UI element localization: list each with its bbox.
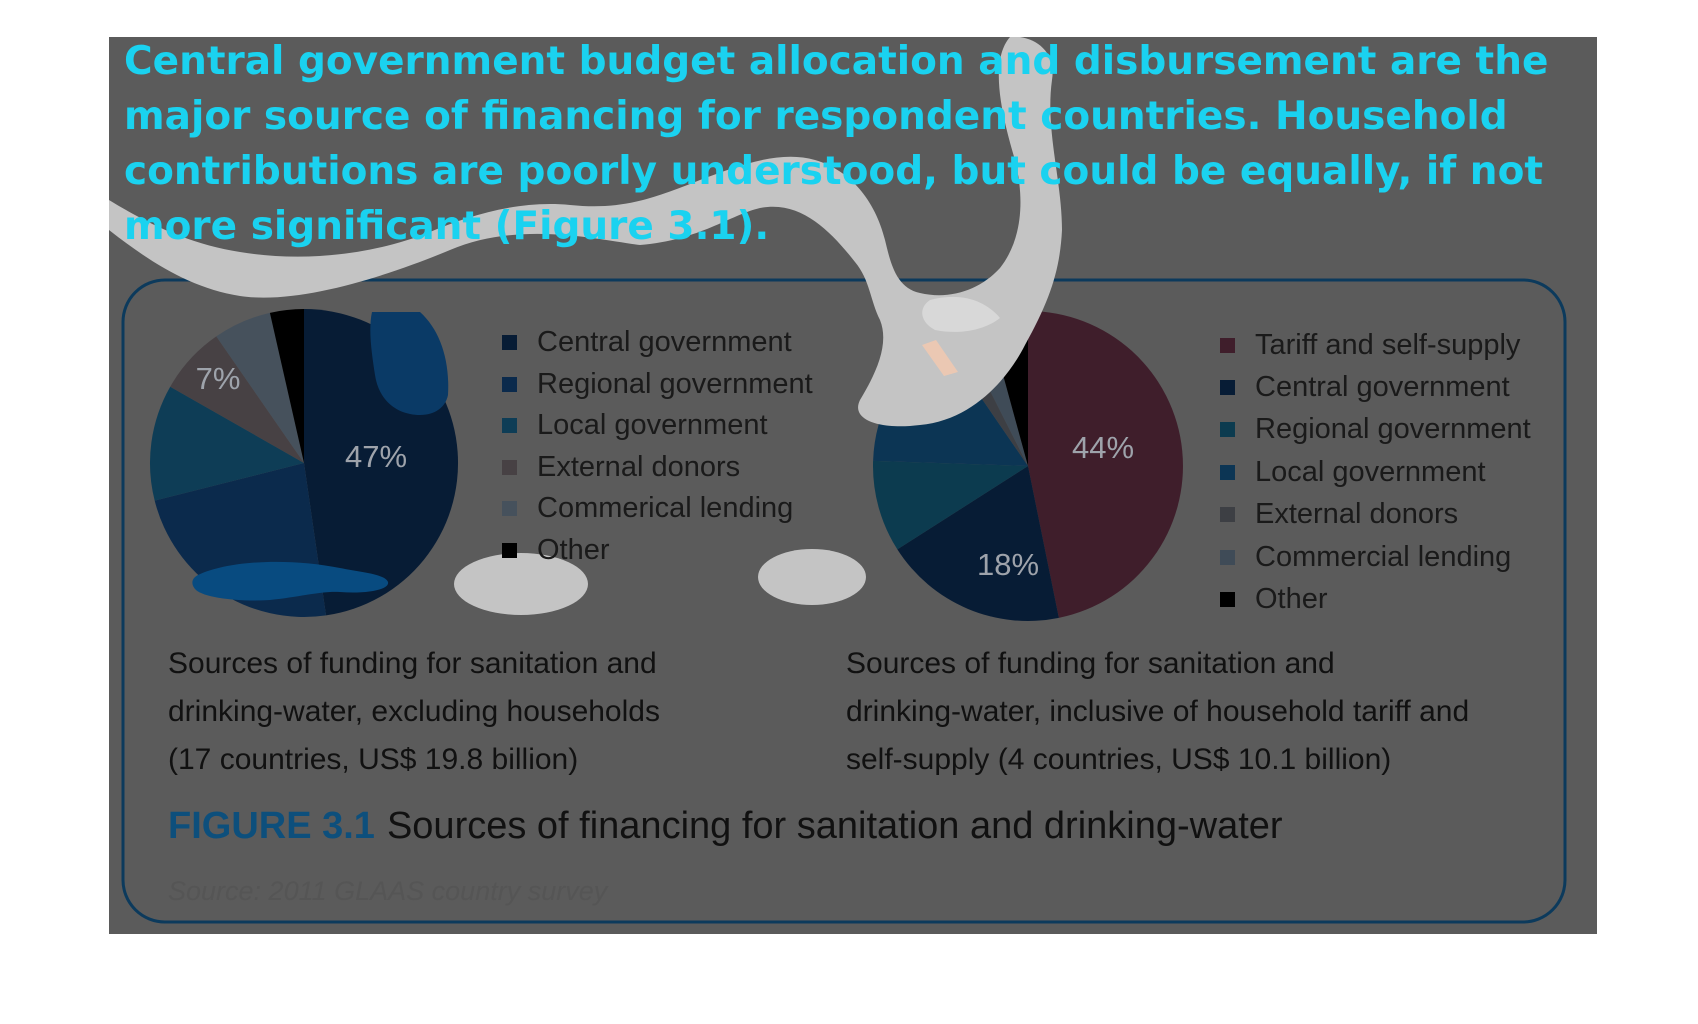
figure-frame [121, 278, 1567, 924]
white-smear-shape [109, 37, 1062, 427]
legend-item-other: Other [1220, 578, 1531, 620]
legend-swatch [502, 459, 517, 475]
legend-label: External donors [1255, 498, 1459, 531]
legend-swatch [502, 376, 517, 392]
data-label-central-government: 18% [977, 547, 1039, 582]
caption-right-line-3: self-supply (4 countries, US$ 10.1 billi… [846, 743, 1392, 776]
legend-item-local-government: Local government [502, 405, 813, 447]
legend-label: Local government [537, 409, 768, 442]
figure-caption: FIGURE 3.1 Sources of financing for sanit… [168, 805, 1283, 848]
legend-swatch [1220, 592, 1235, 608]
pie-slice-commerical-lending [216, 312, 304, 463]
grey-oval-right [758, 549, 866, 605]
caption-right-line-2: drinking-water, inclusive of household t… [846, 695, 1470, 728]
legend-label: Other [537, 533, 610, 566]
legend-swatch [502, 335, 517, 351]
source-note: Source: 2011 GLAAS country survey [168, 876, 608, 906]
pie-slice-other [269, 309, 304, 463]
caption-left-line-2: drinking-water, excluding households [168, 695, 660, 728]
legend-label: Local government [1255, 455, 1486, 488]
figure-number: FIGURE 3.1 [168, 805, 375, 847]
legend-swatch [502, 418, 517, 434]
pie-slice-local-government [149, 386, 304, 501]
blue-blob-top [370, 312, 449, 416]
figure-title: Sources of financing for sanitation and … [386, 805, 1283, 847]
caption-left-line-1: Sources of funding for sanitation and [168, 647, 657, 680]
legend-item-central-government: Central government [1220, 366, 1531, 408]
legend-label: Other [1255, 583, 1328, 616]
legend-swatch [1220, 507, 1235, 523]
caption-left-line-3: (17 countries, US$ 19.8 billion) [168, 743, 579, 776]
pie-slice-central-government [897, 466, 1059, 621]
legend-label: Tariff and self-supply [1255, 328, 1521, 361]
legend-label: Regional government [1255, 413, 1531, 446]
legend-right: Tariff and self-supply Central government… [1220, 324, 1531, 621]
legend-item-local-government: Local government [1220, 451, 1531, 493]
pie-slice-tariff-and-self-supply [1028, 311, 1183, 618]
legend-swatch [1220, 549, 1235, 565]
peach-sliver [922, 340, 958, 376]
legend-label: Commercial lending [1255, 540, 1512, 573]
legend-item-central-government: Central government [502, 322, 813, 364]
grey-oval-left [454, 553, 588, 615]
legend-label: Central government [537, 326, 792, 359]
caption-right-line-1: Sources of funding for sanitation and [846, 647, 1335, 680]
caption-right: Sources of funding for sanitation and dr… [846, 640, 1469, 784]
legend-item-regional-government: Regional government [502, 364, 813, 406]
white-smear-inner [922, 296, 1000, 332]
legend-item-commerical-lending: Commerical lending [502, 488, 813, 530]
legend-swatch [502, 542, 517, 558]
pie-slice-regional-government [873, 460, 1028, 550]
legend-swatch [1220, 337, 1235, 353]
legend-item-tariff-and-self-supply: Tariff and self-supply [1220, 324, 1531, 366]
legend-label: Central government [1255, 371, 1510, 404]
legend-item-external-donors: External donors [502, 447, 813, 489]
data-label-central-government: 47% [345, 439, 407, 474]
legend-swatch [1220, 422, 1235, 438]
legend-swatch [502, 501, 517, 517]
legend-item-commercial-lending: Commercial lending [1220, 536, 1531, 578]
data-label-tariff-and-self-supply: 44% [1072, 430, 1134, 465]
caption-left: Sources of funding for sanitation and dr… [168, 640, 660, 784]
legend-left: Central government Regional government Loc… [502, 322, 813, 571]
legend-swatch [1220, 464, 1235, 480]
legend-item-regional-government: Regional government [1220, 409, 1531, 451]
legend-label: External donors [537, 450, 741, 483]
blue-blob-left [192, 561, 389, 601]
legend-item-other: Other [502, 530, 813, 572]
legend-item-external-donors: External donors [1220, 494, 1531, 536]
legend-label: Regional government [537, 367, 813, 400]
legend-label: Commerical lending [537, 492, 794, 525]
data-label-external-donors: 7% [196, 361, 241, 396]
pie-slice-external-donors [170, 336, 304, 463]
legend-swatch [1220, 380, 1235, 396]
